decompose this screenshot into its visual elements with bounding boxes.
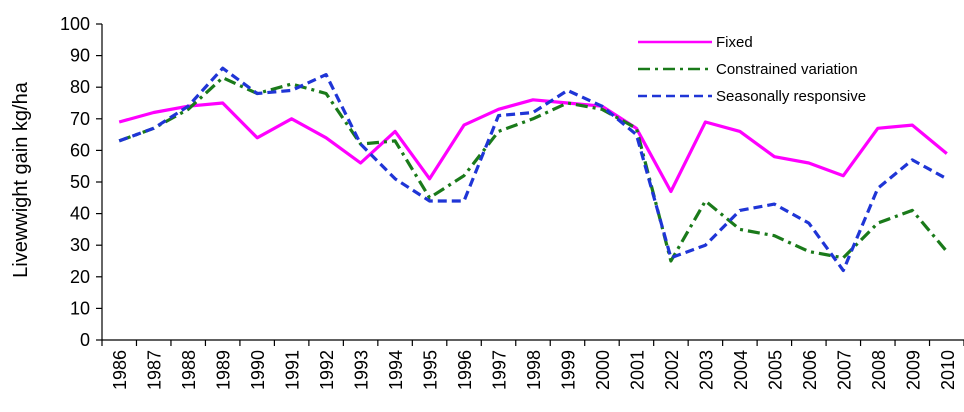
y-axis-title: Livewwight gain kg/ha: [10, 81, 32, 278]
legend-label-1: Constrained variation: [716, 61, 858, 78]
y-tick-label: 10: [70, 298, 90, 318]
y-tick-label: 50: [70, 172, 90, 192]
x-tick-label: 2006: [800, 350, 820, 390]
legend-label-0: Fixed: [716, 34, 753, 51]
x-tick-label: 2008: [869, 350, 889, 390]
x-tick-label: 1998: [524, 350, 544, 390]
y-tick-label: 80: [70, 77, 90, 97]
x-tick-label: 2001: [627, 350, 647, 390]
x-tick-label: 1997: [490, 350, 510, 390]
x-tick-label: 2003: [696, 350, 716, 390]
y-tick-label: 70: [70, 109, 90, 129]
x-tick-label: 1991: [283, 350, 303, 390]
x-tick-label: 2002: [662, 350, 682, 390]
x-tick-label: 2000: [593, 350, 613, 390]
x-tick-label: 2004: [731, 350, 751, 390]
x-tick-label: 1992: [317, 350, 337, 390]
legend-label-2: Seasonally responsive: [716, 88, 866, 105]
x-tick-label: 2009: [903, 350, 923, 390]
x-tick-label: 1994: [386, 350, 406, 390]
y-tick-label: 30: [70, 235, 90, 255]
x-tick-label: 1993: [352, 350, 372, 390]
x-tick-label: 1995: [421, 350, 441, 390]
x-tick-label: 1986: [110, 350, 130, 390]
y-tick-label: 100: [60, 14, 90, 34]
x-tick-label: 1987: [145, 350, 165, 390]
x-tick-label: 2010: [938, 350, 958, 390]
y-tick-label: 40: [70, 204, 90, 224]
y-axis: 0 10 20 30 40 50 60 70 80 90 100: [60, 14, 103, 350]
series-layer: [118, 66, 949, 273]
x-tick-label: 1999: [558, 350, 578, 390]
x-tick-label: 2007: [834, 350, 854, 390]
y-tick-label: 60: [70, 140, 90, 160]
x-tick-label: 1989: [214, 350, 234, 390]
series-line-0: [118, 98, 948, 194]
y-tick-label: 90: [70, 46, 90, 66]
x-axis: 1986 1987 1988 1989 1990 1991 1992 1993 1994 1995…: [101, 339, 964, 390]
x-tick-label: 2005: [765, 350, 785, 390]
y-tick-label: 0: [80, 330, 90, 350]
y-tick-label: 20: [70, 267, 90, 287]
x-tick-label: 1990: [248, 350, 268, 390]
legend: Fixed Constrained variation Seasonally res…: [638, 34, 866, 105]
x-tick-label: 1988: [179, 350, 199, 390]
series-line-2: [118, 66, 948, 273]
x-tick-label: 1996: [455, 350, 475, 390]
